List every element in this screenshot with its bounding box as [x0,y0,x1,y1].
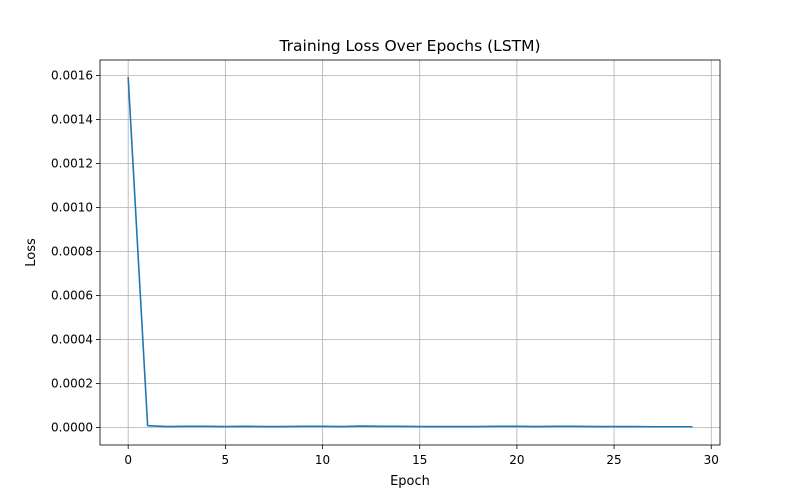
y-tick-label: 0.0012 [51,157,93,171]
x-tick-label: 20 [509,453,524,467]
y-tick-label: 0.0000 [51,421,93,435]
chart-title: Training Loss Over Epochs (LSTM) [278,37,540,55]
x-tick-label: 25 [606,453,621,467]
y-tick-label: 0.0004 [51,333,93,347]
x-axis-label: Epoch [390,474,430,489]
plot-background [100,60,720,445]
y-tick-label: 0.0002 [51,377,93,391]
loss-series-line [127,76,693,428]
y-tick-label: 0.0016 [51,69,93,83]
x-tick-label: 10 [315,453,330,467]
plot-frame [99,59,721,446]
grid [100,60,720,445]
x-tick-label: 5 [222,453,230,467]
series-layer [127,76,693,428]
y-tick-label: 0.0010 [51,201,93,215]
x-tick-label: 0 [124,453,132,467]
y-tick-label: 0.0014 [51,113,93,127]
x-axis-ticks: 0 5 10 15 20 25 30 [124,445,719,467]
y-axis-label: Loss [24,238,39,267]
y-tick-label: 0.0006 [51,289,93,303]
y-axis-ticks: 0.0000 0.0002 0.0004 0.0006 0.0008 0.0010 0.00… [51,69,100,435]
x-tick-label: 15 [412,453,427,467]
plot-area: 0 5 10 15 20 25 30 0.00000.00020.00040.00060.0… [51,59,721,467]
x-tick-label: 30 [704,453,719,467]
y-tick-label: 0.0008 [51,245,93,259]
